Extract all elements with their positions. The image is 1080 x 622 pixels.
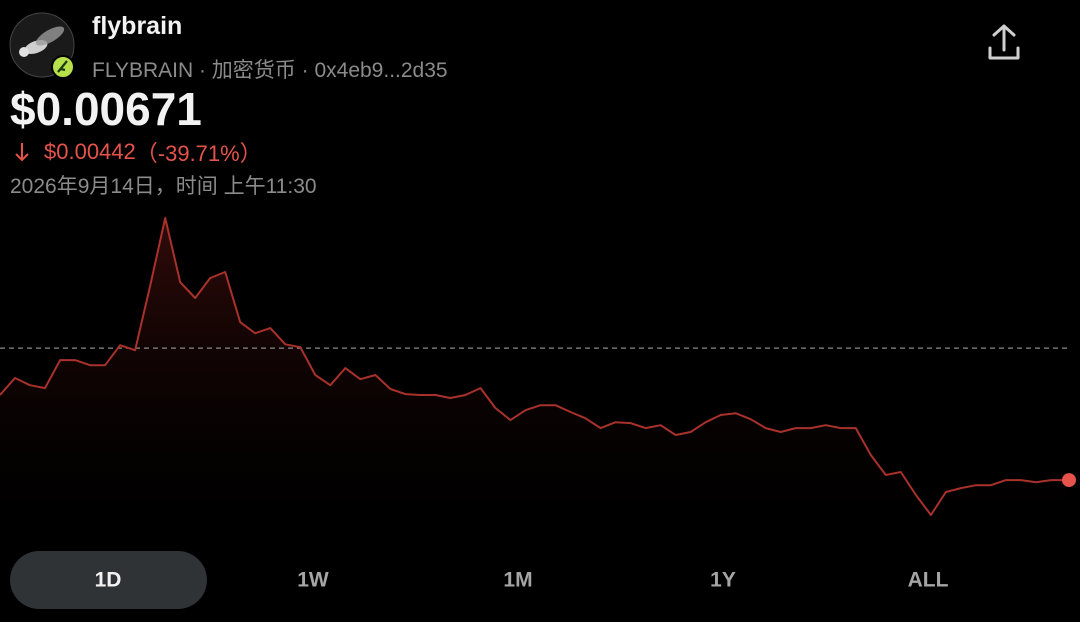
token-name: flybrain xyxy=(92,12,183,40)
change-percent: （-39.71%） xyxy=(135,141,262,166)
tab-0[interactable]: 1D xyxy=(95,569,122,592)
change-amount: $0.00442 xyxy=(44,139,136,164)
end-marker xyxy=(1062,473,1076,488)
plot-area xyxy=(0,217,1076,555)
change-row: $0.00442 （-39.71%） xyxy=(14,136,262,168)
token-subtitle: FLYBRAIN · 加密货币 · 0x4eb9...2d35 xyxy=(92,59,448,82)
avatar xyxy=(9,12,75,79)
tab-3[interactable]: 1Y xyxy=(710,569,736,592)
down-arrow xyxy=(15,143,29,162)
tab-pill xyxy=(10,551,207,609)
tab-2[interactable]: 1M xyxy=(503,569,532,592)
timestamp: 2026年9月14日，时间 上午11:30 xyxy=(10,175,317,198)
price-line xyxy=(0,217,1066,516)
tab-bar: 1D 1W 1M 1Y ALL xyxy=(95,569,949,592)
tab-4[interactable]: ALL xyxy=(908,569,949,592)
area-fill xyxy=(0,218,1066,555)
price: $0.00671 xyxy=(10,83,202,135)
tab-1[interactable]: 1W xyxy=(297,569,329,592)
share-button[interactable] xyxy=(988,24,1020,60)
